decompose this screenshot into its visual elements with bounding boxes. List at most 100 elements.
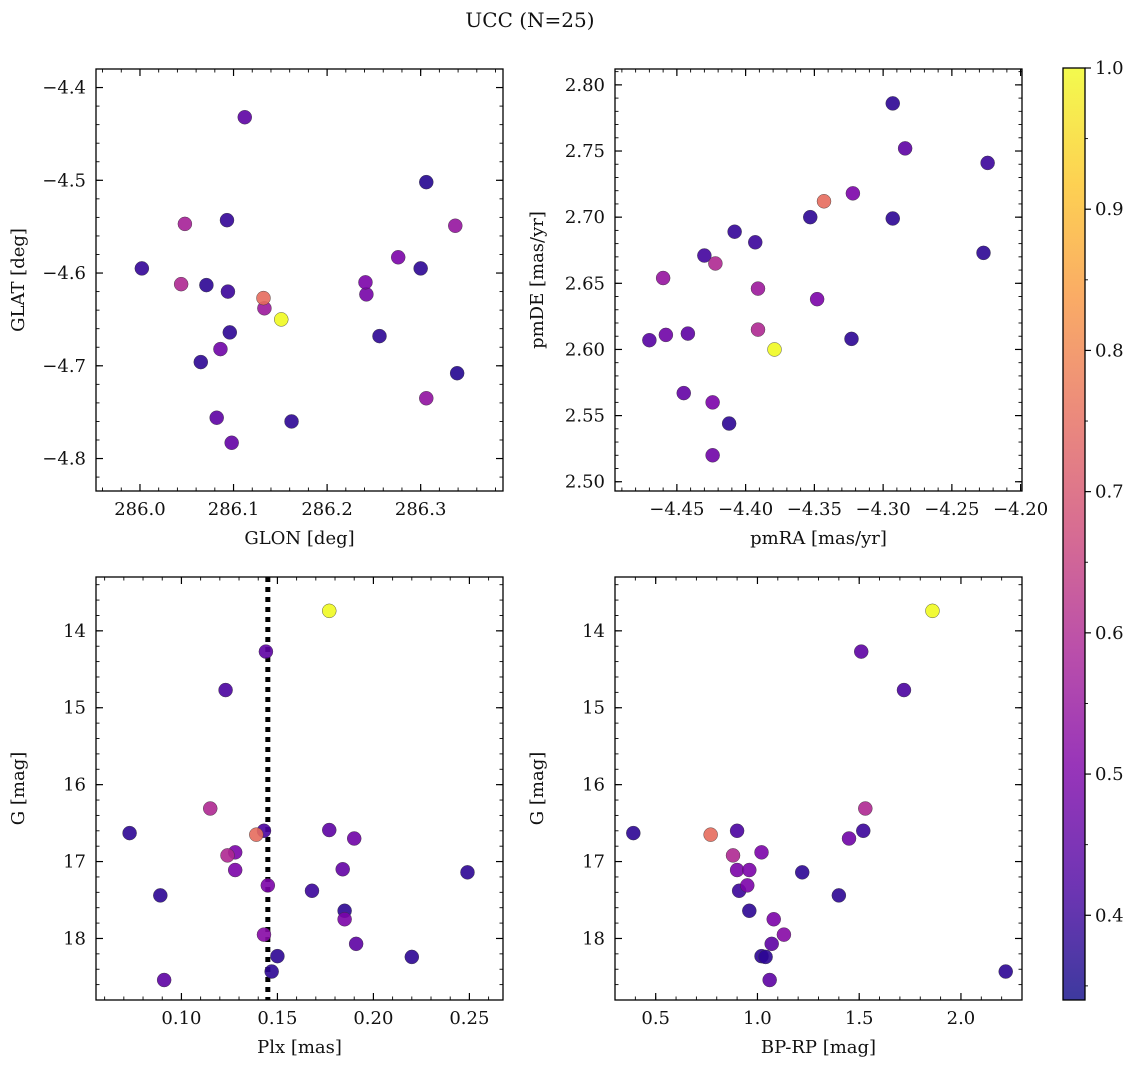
data-point bbox=[885, 211, 900, 226]
y-tick-label: 16 bbox=[63, 775, 86, 796]
data-point bbox=[858, 801, 873, 816]
data-point bbox=[122, 825, 137, 841]
y-tick-label: 15 bbox=[63, 698, 86, 719]
x-tick-label: 0.20 bbox=[353, 1008, 393, 1029]
data-point bbox=[676, 385, 691, 401]
data-point bbox=[750, 281, 766, 296]
x-tick-label: 286.3 bbox=[395, 499, 447, 520]
y-tick-label: −4.6 bbox=[42, 263, 86, 284]
y-tick-label: 14 bbox=[63, 621, 86, 642]
data-point bbox=[655, 270, 671, 286]
y-tick-label: 18 bbox=[582, 928, 605, 949]
data-point bbox=[767, 342, 782, 357]
data-point bbox=[658, 327, 674, 343]
data-point bbox=[322, 822, 337, 838]
data-point bbox=[856, 823, 871, 838]
data-point bbox=[359, 287, 374, 302]
data-point bbox=[697, 248, 712, 263]
y-tick-label: 2.60 bbox=[565, 339, 605, 360]
data-point bbox=[721, 416, 737, 431]
y-tick-label: 2.75 bbox=[565, 141, 605, 162]
data-point bbox=[391, 250, 406, 265]
data-point bbox=[831, 888, 847, 903]
colorbar-tick-label: 0.5 bbox=[1095, 764, 1124, 785]
data-point bbox=[372, 328, 387, 344]
y-tick-label: 16 bbox=[582, 775, 605, 796]
y-tick-label: −4.5 bbox=[42, 170, 86, 191]
data-point bbox=[134, 261, 150, 276]
data-point bbox=[816, 194, 832, 209]
data-point bbox=[337, 912, 352, 927]
y-axis-label: G [mag] bbox=[527, 752, 548, 825]
data-point bbox=[256, 290, 271, 306]
panel-glon-glat: 286.0 286.1 286.2 286.3 −4.8 −4.7 −4.6 −4.5 −4.4… bbox=[8, 68, 504, 549]
axes-frame bbox=[614, 68, 1023, 492]
data-point bbox=[642, 332, 657, 348]
data-point bbox=[854, 644, 869, 659]
data-point bbox=[264, 964, 279, 979]
data-point bbox=[766, 912, 781, 927]
x-tick-label: 0.5 bbox=[641, 1008, 670, 1029]
data-point bbox=[750, 322, 766, 337]
data-point bbox=[841, 831, 857, 846]
x-axis-label: BP-RP [mag] bbox=[761, 1037, 876, 1058]
y-tick-label: 2.55 bbox=[565, 406, 605, 427]
data-point bbox=[173, 276, 189, 292]
data-point bbox=[680, 326, 696, 341]
data-point bbox=[897, 141, 913, 156]
data-point bbox=[708, 256, 723, 271]
data-point bbox=[705, 448, 720, 463]
data-point bbox=[998, 964, 1013, 979]
data-point bbox=[748, 235, 763, 250]
data-point bbox=[976, 245, 991, 261]
colorbar: 0.4 0.5 0.6 0.7 0.8 0.9 1.0 bbox=[1062, 58, 1124, 1001]
data-point bbox=[705, 395, 720, 410]
data-point bbox=[885, 96, 900, 111]
data-point bbox=[220, 848, 235, 863]
x-tick-label: −4.30 bbox=[856, 499, 911, 520]
x-axis-label: Plx [mas] bbox=[257, 1037, 342, 1058]
data-point bbox=[258, 644, 274, 659]
x-tick-label: −4.35 bbox=[787, 499, 842, 520]
data-point bbox=[249, 827, 264, 842]
data-point bbox=[419, 391, 434, 406]
data-point bbox=[449, 366, 465, 381]
data-point bbox=[256, 927, 272, 942]
data-point bbox=[413, 261, 428, 276]
data-point bbox=[193, 354, 208, 370]
y-tick-label: 2.80 bbox=[565, 75, 605, 96]
x-tick-label: −4.20 bbox=[993, 499, 1048, 520]
data-point bbox=[284, 414, 299, 429]
colorbar-gradient bbox=[1063, 68, 1085, 1000]
colorbar-tick-label: 0.8 bbox=[1095, 340, 1124, 361]
axes-frame bbox=[614, 576, 1023, 1001]
x-tick-label: 0.10 bbox=[161, 1008, 201, 1029]
data-point bbox=[213, 341, 228, 357]
x-tick-label: 2.0 bbox=[947, 1008, 976, 1029]
data-point bbox=[322, 603, 337, 619]
x-tick-label: 286.2 bbox=[301, 499, 353, 520]
data-point bbox=[758, 949, 773, 965]
data-point bbox=[222, 325, 237, 340]
x-axis-label: pmRA [mas/yr] bbox=[750, 528, 887, 549]
data-point bbox=[980, 155, 995, 171]
x-tick-label: −4.45 bbox=[649, 499, 704, 520]
data-point bbox=[270, 948, 285, 964]
data-point bbox=[703, 827, 718, 842]
y-tick-label: −4.7 bbox=[42, 356, 86, 377]
data-point bbox=[224, 435, 239, 450]
data-point bbox=[742, 903, 757, 918]
data-point bbox=[626, 825, 641, 841]
x-tick-label: −4.40 bbox=[718, 499, 773, 520]
data-point bbox=[742, 862, 757, 878]
data-point bbox=[358, 275, 373, 290]
colorbar-frame bbox=[1062, 67, 1086, 1001]
data-point bbox=[220, 284, 236, 299]
y-tick-label: 15 bbox=[582, 698, 605, 719]
data-point bbox=[237, 110, 252, 125]
data-point bbox=[419, 174, 434, 190]
y-tick-label: 18 bbox=[63, 928, 86, 949]
figure-title: UCC (N=25) bbox=[465, 8, 594, 32]
data-point bbox=[729, 862, 745, 878]
